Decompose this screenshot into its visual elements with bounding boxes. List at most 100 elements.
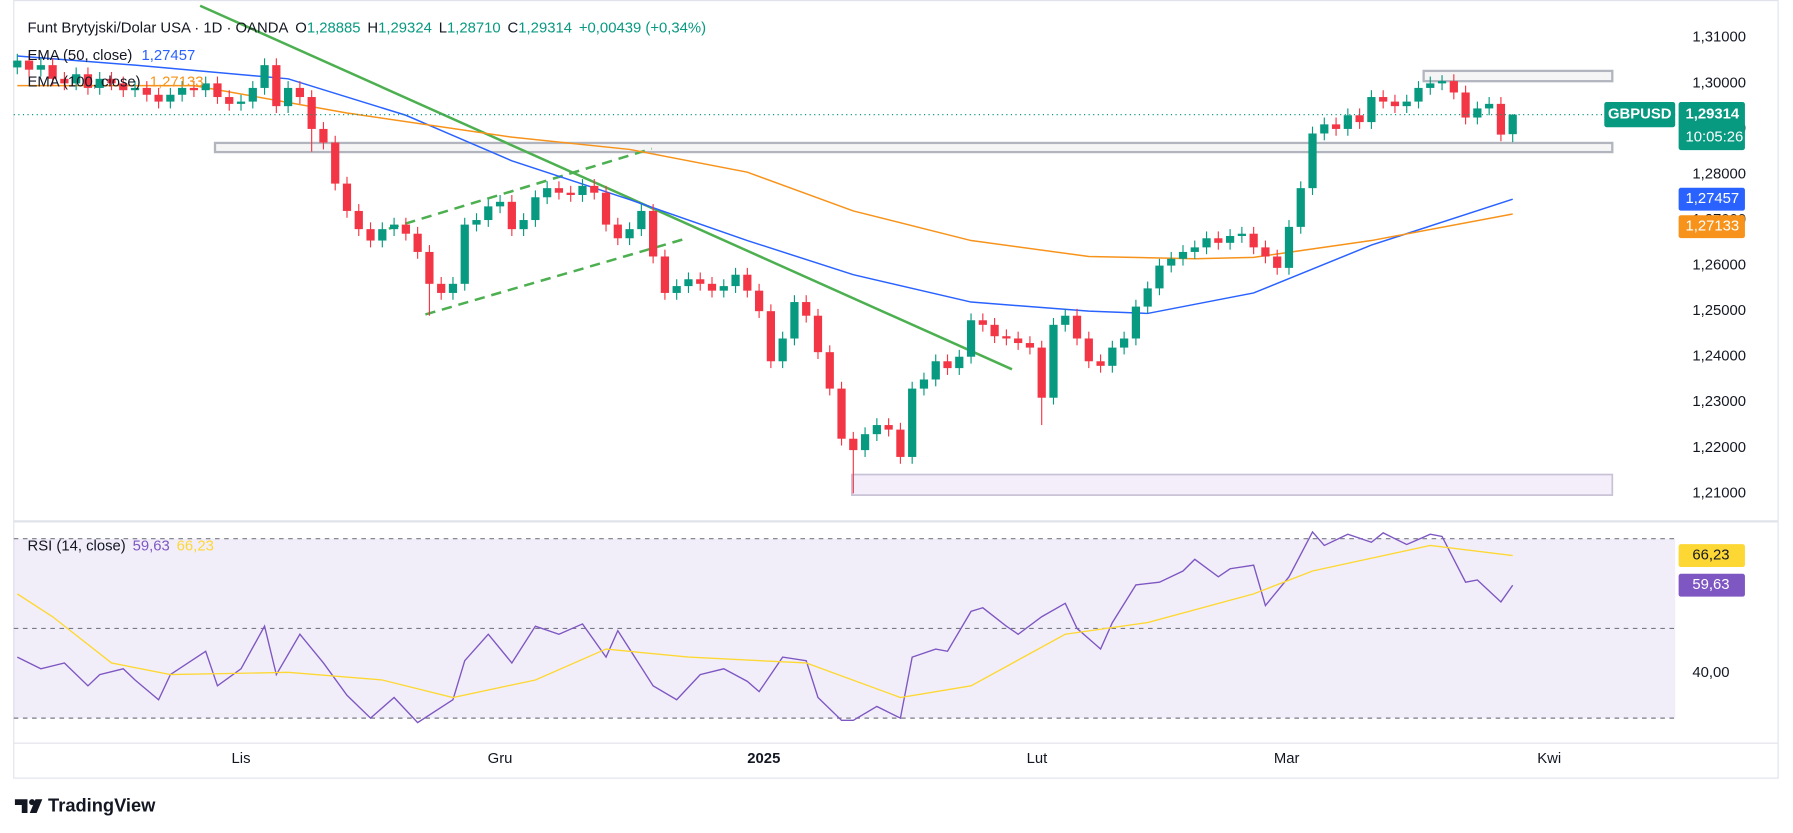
candle-body bbox=[754, 290, 764, 312]
candle-body bbox=[1402, 101, 1411, 107]
candle-body bbox=[425, 251, 434, 284]
candle-body bbox=[307, 97, 316, 129]
candle-body bbox=[1331, 124, 1341, 129]
candle-body bbox=[1178, 251, 1188, 259]
candle-body bbox=[1485, 103, 1494, 109]
candle-body bbox=[1249, 233, 1258, 248]
candle-body bbox=[625, 229, 634, 239]
logo-dot bbox=[29, 799, 36, 806]
candle-body bbox=[484, 206, 493, 221]
candle-body bbox=[1308, 133, 1317, 189]
ema-legend-name: EMA (100, close) bbox=[27, 74, 140, 90]
candle-body bbox=[743, 274, 752, 291]
candle-body bbox=[908, 388, 917, 457]
candle-body bbox=[248, 87, 257, 102]
candle-body bbox=[1355, 115, 1364, 123]
candle-body bbox=[283, 87, 293, 107]
candle-body bbox=[389, 224, 399, 230]
ohlc-key: L bbox=[439, 21, 447, 37]
candle-body bbox=[448, 283, 458, 293]
candle-body bbox=[60, 78, 69, 84]
candle-body bbox=[943, 361, 952, 369]
candle-body bbox=[413, 233, 422, 252]
candle-body bbox=[849, 438, 858, 451]
y-tick-label: 1,24000 bbox=[1692, 349, 1746, 365]
candle-body bbox=[1202, 238, 1211, 248]
rsi-tick-label: 40,00 bbox=[1692, 665, 1729, 681]
candle-body bbox=[684, 279, 693, 287]
candle-body bbox=[119, 83, 128, 91]
candle-body bbox=[1120, 338, 1129, 348]
ohlc-key: H bbox=[367, 21, 378, 37]
candle-body bbox=[672, 286, 681, 293]
candle-body bbox=[495, 201, 505, 207]
candle-body bbox=[696, 279, 705, 284]
candle-body bbox=[189, 87, 199, 91]
candle-body bbox=[1390, 101, 1400, 107]
channel-upper bbox=[388, 147, 653, 230]
y-tick-label: 1,26000 bbox=[1692, 258, 1746, 274]
candle-body bbox=[966, 320, 976, 357]
candle-body bbox=[955, 356, 964, 369]
y-tick-label: 1,28000 bbox=[1692, 166, 1746, 182]
candle-body bbox=[260, 65, 269, 88]
candle-body bbox=[13, 60, 22, 68]
candle-body bbox=[1261, 247, 1270, 257]
candle-body bbox=[95, 78, 104, 88]
candle-body bbox=[813, 315, 823, 353]
candle-body bbox=[272, 65, 281, 107]
candle-body bbox=[896, 429, 905, 457]
rsi-legend-name: RSI (14, close) bbox=[27, 538, 125, 554]
candle-body bbox=[566, 192, 575, 195]
rsi-tag bbox=[1678, 573, 1745, 597]
candle-body bbox=[707, 283, 717, 291]
candle-body bbox=[401, 224, 410, 234]
y-tick-label: 1,31000 bbox=[1692, 30, 1746, 46]
candle-body bbox=[378, 229, 387, 241]
candle-body bbox=[437, 283, 446, 293]
candle-body bbox=[1320, 124, 1329, 134]
x-tick-label: Mar bbox=[1274, 751, 1300, 767]
support-zone bbox=[213, 141, 1614, 154]
candle-body bbox=[1072, 315, 1082, 339]
candle-body bbox=[1167, 258, 1176, 266]
candle-body bbox=[613, 224, 622, 239]
candle-body bbox=[1155, 265, 1164, 289]
candle-body bbox=[1461, 92, 1470, 118]
candle-body bbox=[1002, 336, 1011, 339]
candle-body bbox=[1190, 247, 1199, 252]
candle-body bbox=[554, 188, 564, 193]
candle-body bbox=[178, 87, 187, 95]
candle-body bbox=[1143, 288, 1152, 307]
candle-body bbox=[460, 224, 469, 284]
low-zone bbox=[851, 473, 1614, 496]
candle-body bbox=[860, 434, 870, 451]
price-tag bbox=[1678, 102, 1745, 151]
ema-tag-label: 1,27457 bbox=[1685, 191, 1739, 207]
candle-body bbox=[884, 425, 893, 430]
candle-body bbox=[354, 210, 363, 230]
brand-logo: TradingView bbox=[14, 795, 156, 816]
candle-body bbox=[154, 94, 163, 102]
candle-body bbox=[1037, 347, 1046, 398]
candle-body bbox=[48, 65, 57, 79]
candle-body bbox=[790, 302, 799, 339]
drawings bbox=[199, 4, 1614, 496]
countdown-label: 10:05:26 bbox=[1685, 129, 1743, 145]
symbol-tag-label: GBPUSD bbox=[1608, 107, 1672, 123]
candle-body bbox=[1214, 238, 1223, 243]
chart-frame bbox=[13, 0, 1779, 779]
candle-body bbox=[507, 201, 516, 230]
channel-lower bbox=[425, 236, 689, 316]
candle-body bbox=[578, 185, 587, 195]
candle-body bbox=[1414, 87, 1423, 102]
candle-body bbox=[1508, 114, 1517, 135]
rsi-tag-label: 59,63 bbox=[1692, 577, 1729, 593]
candle-body bbox=[1237, 233, 1246, 236]
candle-body bbox=[201, 83, 210, 91]
candle-body bbox=[990, 324, 999, 337]
logo-slash bbox=[29, 799, 43, 813]
brand-name: TradingView bbox=[48, 795, 156, 816]
ema-legend: EMA (50, close) 1,27457 bbox=[27, 48, 195, 64]
